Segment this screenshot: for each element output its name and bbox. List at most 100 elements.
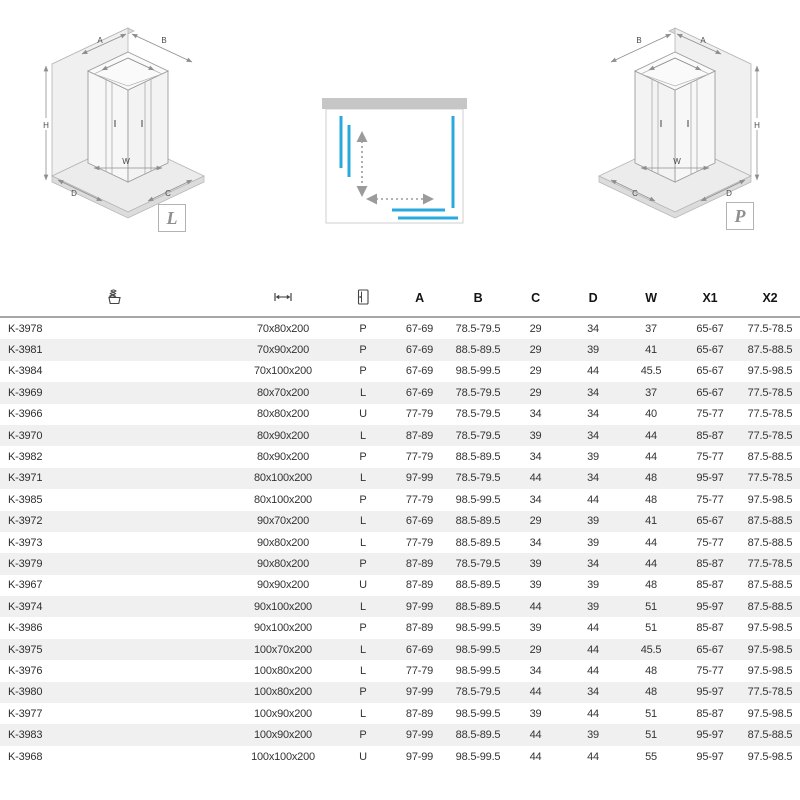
cell-size: 70x100x200 [254, 365, 312, 378]
cell-size: 90x70x200 [256, 515, 310, 528]
header-col-c: C [507, 280, 564, 318]
cell-a: 77-79 [405, 664, 434, 677]
cell-size: 100x80x200 [254, 686, 312, 699]
cell-b: 78.5-79.5 [455, 386, 501, 399]
cell-size: 100x70x200 [254, 643, 312, 656]
cell-size: 90x90x200 [256, 579, 310, 592]
cell-w: 51 [645, 622, 657, 635]
cell-x2: 77.5-78.5 [747, 472, 793, 485]
cell-d: 39 [587, 344, 599, 357]
cell-size: 80x70x200 [256, 386, 310, 399]
cell-a: 97-99 [405, 729, 434, 742]
label-mask [41, 118, 51, 130]
cell-d: 34 [587, 472, 599, 485]
cell-a: 67-69 [405, 344, 434, 357]
dim-label-h: H [754, 121, 760, 130]
cell-d: 44 [587, 664, 599, 677]
dim-label-b: B [161, 36, 166, 45]
cell-c: 44 [529, 472, 542, 485]
cell-c: 44 [529, 686, 542, 699]
cell-x1: 65-67 [696, 386, 724, 399]
cell-c: 29 [529, 515, 542, 528]
cell-c: 29 [529, 344, 542, 357]
isometric-drawing-left: A B H W D C [41, 27, 205, 219]
table-row: K-3974 90x100x200 L 97-99 88.5-89.5 44 39 51 95-… [0, 596, 800, 618]
cell-w: 41 [645, 344, 657, 357]
cell-w: 55 [645, 750, 657, 763]
cell-size: 100x80x200 [254, 664, 312, 677]
cell-a: 97-99 [405, 600, 434, 613]
cell-b: 78.5-79.5 [455, 322, 501, 335]
floor-platform-edge [51, 175, 205, 219]
cell-size: 80x90x200 [256, 429, 310, 442]
cell-b: 98.5-99.5 [455, 664, 501, 677]
cell-size: 100x90x200 [254, 707, 312, 720]
cell-door: P [359, 322, 367, 335]
front-right-glass [127, 70, 169, 183]
header-door-type [336, 280, 390, 318]
cell-w: 45.5 [640, 365, 662, 378]
cell-w: 48 [645, 686, 657, 699]
cell-code: K-3978 [8, 322, 43, 335]
cell-d: 39 [587, 729, 599, 742]
cell-c: 39 [529, 579, 542, 592]
cell-w: 37 [645, 322, 657, 335]
cell-size: 90x80x200 [256, 536, 310, 549]
cell-x1: 85-87 [696, 429, 724, 442]
cell-size: 90x100x200 [254, 622, 312, 635]
cell-b: 98.5-99.5 [455, 750, 501, 763]
wall-bar [322, 98, 467, 109]
cell-x1: 85-87 [696, 622, 724, 635]
variant-badge-left: L [158, 204, 186, 232]
dimension-line-a [81, 33, 127, 55]
cell-d: 34 [587, 408, 599, 421]
cell-c: 34 [529, 408, 542, 421]
cell-x2: 87.5-88.5 [747, 536, 793, 549]
cell-door: P [359, 686, 367, 699]
cell-x1: 65-67 [696, 322, 724, 335]
dim-label-c: C [165, 189, 171, 198]
door-handle [114, 120, 116, 127]
table-row: K-3967 90x90x200 U 87-89 88.5-89.5 39 39 48 85-8… [0, 575, 800, 596]
header-col-a: A [390, 280, 449, 318]
dimension-line-a [676, 33, 722, 55]
cell-d: 34 [587, 557, 599, 570]
cell-w: 48 [645, 472, 657, 485]
table-row: K-3976 100x80x200 L 77-79 98.5-99.5 34 44 48 75-… [0, 660, 800, 681]
table-row: K-3969 80x70x200 L 67-69 78.5-79.5 29 34 37 65-6… [0, 382, 800, 404]
cell-door: P [359, 729, 367, 742]
cell-door: P [359, 493, 367, 506]
dim-label-c: C [632, 189, 638, 198]
dim-label-d: D [726, 189, 732, 198]
cell-door: P [359, 365, 367, 378]
cell-c: 39 [529, 707, 542, 720]
cell-c: 29 [529, 322, 542, 335]
cell-x1: 95-97 [696, 472, 724, 485]
cell-c: 44 [529, 729, 542, 742]
cell-door: L [360, 707, 366, 720]
cell-code: K-3980 [8, 686, 43, 699]
cell-x2: 97.5-98.5 [747, 622, 793, 635]
cell-door: L [360, 515, 366, 528]
cell-b: 98.5-99.5 [455, 365, 501, 378]
sliding-doors-top-view-diagram [320, 89, 470, 232]
cell-x2: 77.5-78.5 [747, 557, 793, 570]
cell-size: 70x80x200 [256, 322, 310, 335]
cell-w: 45.5 [640, 643, 662, 656]
cell-x1: 95-97 [696, 686, 724, 699]
cell-code: K-3979 [8, 557, 43, 570]
cell-size: 70x90x200 [256, 344, 310, 357]
cell-a: 77-79 [405, 451, 434, 464]
dimension-line-d [57, 179, 103, 202]
cell-w: 40 [645, 408, 657, 421]
table-row: K-3971 80x100x200 L 97-99 78.5-79.5 44 34 48 95-… [0, 467, 800, 490]
table-row: K-3979 90x80x200 P 87-89 78.5-79.5 39 34 44 85-8… [0, 553, 800, 575]
cell-door: L [360, 536, 366, 549]
cell-b: 78.5-79.5 [455, 557, 501, 570]
cell-b: 78.5-79.5 [455, 429, 501, 442]
cell-x1: 75-77 [696, 493, 724, 506]
cell-size: 80x100x200 [254, 472, 312, 485]
shower-enclosure-left-diagram: A B H W D C [40, 12, 205, 237]
cell-b: 88.5-89.5 [455, 600, 501, 613]
arrow-head-right [423, 193, 434, 205]
